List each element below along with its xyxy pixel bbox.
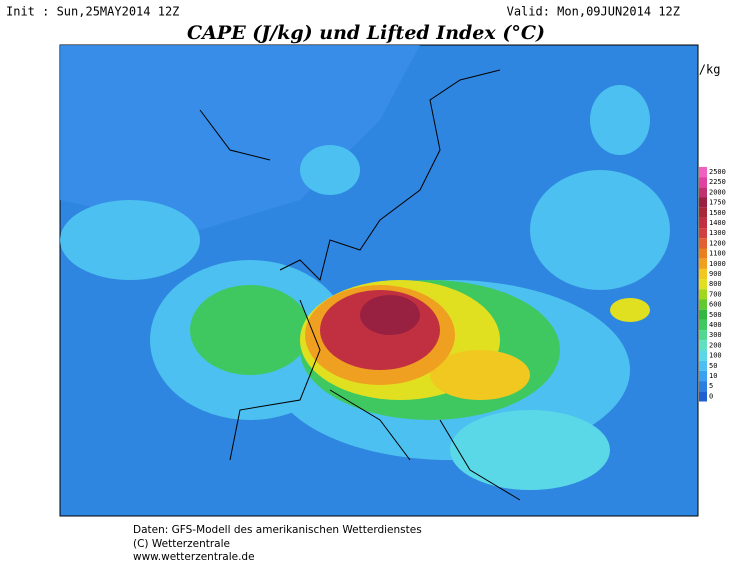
colorbar-swatch — [699, 391, 707, 402]
colorbar-label: 50 — [709, 362, 717, 370]
init-time: Init : Sun,25MAY2014 12Z — [6, 5, 179, 19]
colorbar-label: 200 — [709, 341, 722, 349]
colorbar-swatch — [699, 177, 707, 188]
colorbar-swatch — [699, 258, 707, 269]
colorbar-label: 800 — [709, 280, 722, 288]
colorbar-label: 1200 — [709, 239, 726, 247]
colorbar-swatch — [699, 228, 707, 239]
colorbar-label: 700 — [709, 290, 722, 298]
colorbar-label: 1000 — [709, 260, 726, 268]
colorbar-label: 1750 — [709, 199, 726, 207]
colorbar-swatch — [699, 217, 707, 229]
colorbar-swatch — [699, 319, 707, 331]
colorbar-swatch — [699, 166, 707, 178]
colorbar-swatch — [699, 330, 707, 341]
footer-line: Daten: GFS-Modell des amerikanischen Wet… — [133, 524, 422, 536]
colorbar-swatch — [699, 360, 707, 371]
colorbar-label: 900 — [709, 270, 722, 278]
colorbar-swatch — [699, 289, 707, 300]
colorbar-label: 1500 — [709, 209, 726, 217]
colorbar-label: 300 — [709, 331, 722, 339]
colorbar-label: 500 — [709, 311, 722, 319]
colorbar-label: 1300 — [709, 229, 726, 237]
colorbar-swatch — [699, 238, 707, 249]
map — [59, 44, 699, 517]
map-title: CAPE (J/kg) und Lifted Index (°C) — [187, 22, 545, 44]
colorbar-label: 2500 — [709, 168, 726, 176]
colorbar-swatch — [699, 197, 707, 208]
valid-time: Valid: Mon,09JUN2014 12Z — [507, 5, 680, 19]
colorbar-swatch — [699, 187, 707, 198]
colorbar-swatch — [699, 381, 707, 392]
colorbar: 2500225020001750150014001300120011001000… — [699, 166, 726, 402]
colorbar-swatch — [699, 340, 707, 351]
colorbar-swatch — [699, 309, 707, 320]
colorbar-swatch — [699, 207, 707, 218]
colorbar-swatch — [699, 370, 707, 382]
colorbar-swatch — [699, 279, 707, 290]
footer-line: www.wetterzentrale.de — [133, 551, 255, 563]
colorbar-label: 2250 — [709, 178, 726, 186]
colorbar-swatch — [699, 248, 707, 259]
colorbar-label: 1400 — [709, 219, 726, 227]
colorbar-label: 1100 — [709, 250, 726, 258]
colorbar-swatch — [699, 268, 707, 280]
legend-unit: J/kg — [692, 63, 721, 77]
colorbar-label: 100 — [709, 352, 722, 360]
colorbar-label: 0 — [709, 392, 713, 400]
colorbar-swatch — [699, 299, 707, 310]
colorbar-label: 400 — [709, 321, 722, 329]
colorbar-label: 600 — [709, 301, 722, 309]
colorbar-label: 10 — [709, 372, 717, 380]
colorbar-label: 2000 — [709, 188, 726, 196]
footer-line: (C) Wetterzentrale — [133, 538, 230, 550]
colorbar-label: 5 — [709, 382, 713, 390]
colorbar-swatch — [699, 350, 707, 361]
